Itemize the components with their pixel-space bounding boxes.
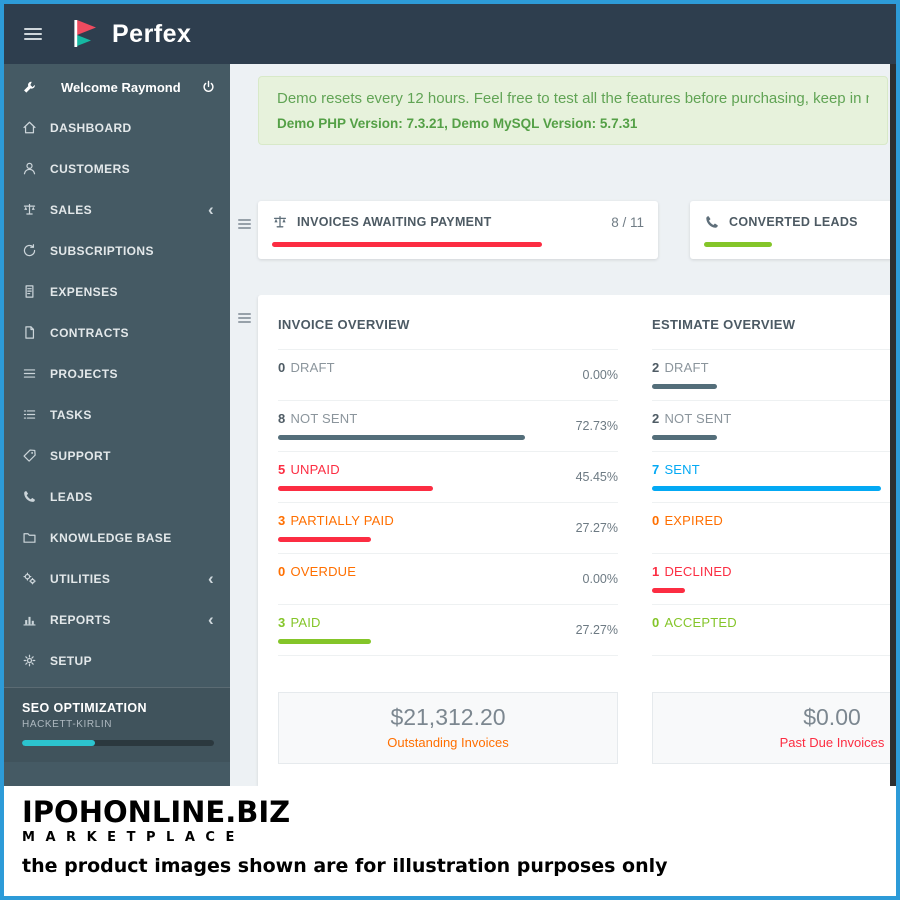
chevron-left-icon: ‹ (207, 610, 214, 629)
widget-title: INVOICES AWAITING PAYMENT (297, 215, 492, 229)
past-due-amount: $0.00 (803, 704, 861, 730)
past-due-invoices-box: $0.00 Past Due Invoices (652, 692, 896, 764)
sidebar-item-knowledge-base[interactable]: KNOWLEDGE BASE (4, 517, 230, 558)
invoices-awaiting-payment-widget[interactable]: INVOICES AWAITING PAYMENT 8 / 11 (258, 201, 658, 259)
widget-progress-bar (704, 242, 772, 247)
estimate-row-draft: 2 DRAFT (652, 350, 896, 401)
widget-progress-bar (272, 242, 543, 247)
outstanding-invoices-box: $21,312.20 Outstanding Invoices (278, 692, 618, 764)
estimate-overview-column: ESTIMATE OVERVIEW 2 DRAFT 2 NOT SENT (652, 317, 896, 786)
receipt-icon (22, 284, 37, 299)
seo-optimization-widget: SEO OPTIMIZATION HACKETT-KIRLIN (4, 687, 230, 762)
bars-icon (22, 366, 37, 381)
sidebar-item-contracts[interactable]: CONTRACTS (4, 312, 230, 353)
menu-toggle-icon[interactable] (24, 25, 42, 43)
estimate-row-sent: 7 SENT (652, 452, 896, 503)
phone-icon (704, 214, 720, 230)
folder-icon (22, 530, 37, 545)
main-content: Demo resets every 12 hours. Feel free to… (230, 64, 896, 786)
seo-progress-bar (22, 740, 214, 746)
sidebar-item-sales[interactable]: SALES ‹ (4, 189, 230, 230)
top-widgets-row: INVOICES AWAITING PAYMENT 8 / 11 CONVERT… (230, 201, 896, 259)
user-icon (22, 161, 37, 176)
widget-value: 8 / 11 (611, 214, 644, 230)
outstanding-label: Outstanding Invoices (387, 735, 509, 750)
estimate-row-not-sent: 2 NOT SENT (652, 401, 896, 452)
gears-icon (22, 571, 37, 586)
demo-alert: Demo resets every 12 hours. Feel free to… (258, 76, 888, 145)
wrench-icon (22, 80, 37, 95)
watermark-disclaimer: the product images shown are for illustr… (22, 855, 668, 878)
overview-row-wrap: INVOICE OVERVIEW 0 DRAFT 0.00% 8 NOT SENT (230, 295, 896, 786)
outstanding-amount: $21,312.20 (390, 704, 506, 730)
sidebar: Welcome Raymond DASHBOARD CUSTOMERS SALE… (4, 64, 230, 786)
demo-versions-text: Demo PHP Version: 7.3.21, Demo MySQL Ver… (277, 116, 638, 131)
estimate-row-accepted: 0 ACCEPTED (652, 605, 896, 656)
watermark-marketplace: M A R K E T P L A C E (22, 830, 238, 846)
sidebar-item-utilities[interactable]: UTILITIES ‹ (4, 558, 230, 599)
sidebar-item-tasks[interactable]: TASKS (4, 394, 230, 435)
perfex-logo-icon (68, 17, 102, 51)
demo-alert-text: Demo resets every 12 hours. Feel free to… (277, 90, 869, 107)
scales-icon (22, 202, 37, 217)
welcome-user-label: Welcome Raymond (61, 80, 181, 95)
sidebar-item-subscriptions[interactable]: SUBSCRIPTIONS (4, 230, 230, 271)
estimate-row-expired: 0 EXPIRED (652, 503, 896, 554)
app-title: Perfex (112, 19, 192, 48)
list-icon (22, 407, 37, 422)
refresh-icon (22, 243, 37, 258)
sidebar-item-customers[interactable]: CUSTOMERS (4, 148, 230, 189)
invoice-row-draft: 0 DRAFT 0.00% (278, 350, 618, 401)
sidebar-item-dashboard[interactable]: DASHBOARD (4, 107, 230, 148)
widget-title: CONVERTED LEADS (729, 215, 858, 229)
watermark-site-name: IPOHONLINE.BIZ (22, 795, 291, 829)
invoice-row-partially-paid: 3 PARTIALLY PAID 27.27% (278, 503, 618, 554)
file-icon (22, 325, 37, 340)
converted-leads-widget[interactable]: CONVERTED LEADS (690, 201, 896, 259)
invoice-row-overdue: 0 OVERDUE 0.00% (278, 554, 618, 605)
drag-handle-icon[interactable] (237, 217, 251, 231)
seo-title: SEO OPTIMIZATION (22, 701, 147, 715)
drag-handle-icon[interactable] (237, 311, 251, 325)
invoice-overview-column: INVOICE OVERVIEW 0 DRAFT 0.00% 8 NOT SENT (278, 317, 618, 786)
sidebar-item-support[interactable]: SUPPORT (4, 435, 230, 476)
chart-icon (22, 612, 37, 627)
scales-icon (272, 214, 288, 230)
top-navbar: Perfex (4, 4, 896, 64)
invoice-row-not-sent: 8 NOT SENT 72.73% (278, 401, 618, 452)
seo-progress-fill (22, 740, 95, 746)
estimate-row-declined: 1 DECLINED (652, 554, 896, 605)
sidebar-item-projects[interactable]: PROJECTS (4, 353, 230, 394)
ticket-icon (22, 448, 37, 463)
phone-icon (22, 489, 37, 504)
gear-icon (22, 653, 37, 668)
sidebar-welcome: Welcome Raymond (4, 64, 230, 107)
sidebar-item-leads[interactable]: LEADS (4, 476, 230, 517)
seo-subtitle: HACKETT-KIRLIN (22, 719, 113, 730)
invoice-row-paid: 3 PAID 27.27% (278, 605, 618, 656)
overview-card: INVOICE OVERVIEW 0 DRAFT 0.00% 8 NOT SENT (258, 295, 896, 786)
chevron-left-icon: ‹ (207, 569, 214, 588)
chevron-left-icon: ‹ (207, 200, 214, 219)
estimate-overview-title: ESTIMATE OVERVIEW (652, 317, 896, 350)
vertical-scrollbar[interactable] (890, 64, 896, 786)
invoice-overview-title: INVOICE OVERVIEW (278, 317, 618, 350)
sidebar-item-setup[interactable]: SETUP (4, 640, 230, 681)
sidebar-item-expenses[interactable]: EXPENSES (4, 271, 230, 312)
past-due-label: Past Due Invoices (779, 735, 885, 750)
invoice-row-unpaid: 5 UNPAID 45.45% (278, 452, 618, 503)
home-icon (22, 120, 37, 135)
logout-power-icon[interactable] (201, 80, 216, 95)
sidebar-item-reports[interactable]: REPORTS ‹ (4, 599, 230, 640)
watermark-band: IPOHONLINE.BIZ M A R K E T P L A C E the… (4, 786, 896, 896)
